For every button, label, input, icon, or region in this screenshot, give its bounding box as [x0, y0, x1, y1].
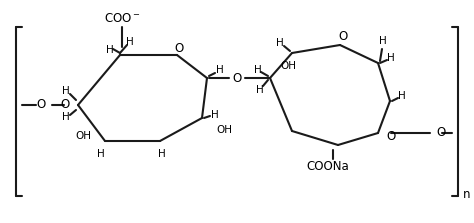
Text: COO$^-$: COO$^-$ [104, 12, 140, 25]
Text: OH: OH [75, 131, 91, 141]
Text: OH: OH [216, 125, 232, 135]
Text: H: H [398, 91, 406, 101]
Text: H: H [62, 86, 70, 96]
Text: O: O [232, 72, 242, 85]
Text: H: H [158, 149, 166, 159]
Text: O: O [386, 130, 395, 142]
Text: O: O [61, 99, 70, 112]
Text: H: H [126, 37, 134, 47]
Text: OH: OH [280, 61, 296, 71]
Text: H: H [276, 38, 284, 48]
Text: H: H [97, 149, 105, 159]
Text: COONa: COONa [307, 161, 349, 173]
Text: H: H [254, 65, 262, 75]
Text: n: n [463, 188, 471, 201]
Text: H: H [62, 112, 70, 122]
Text: H: H [387, 53, 395, 63]
Text: H: H [379, 36, 387, 46]
Text: O: O [37, 99, 46, 112]
Text: O: O [436, 126, 445, 140]
Text: O: O [338, 31, 347, 43]
Text: H: H [211, 110, 219, 120]
Text: H: H [216, 65, 224, 75]
Text: H: H [256, 85, 264, 95]
Text: H: H [106, 45, 114, 55]
Text: O: O [174, 41, 183, 54]
